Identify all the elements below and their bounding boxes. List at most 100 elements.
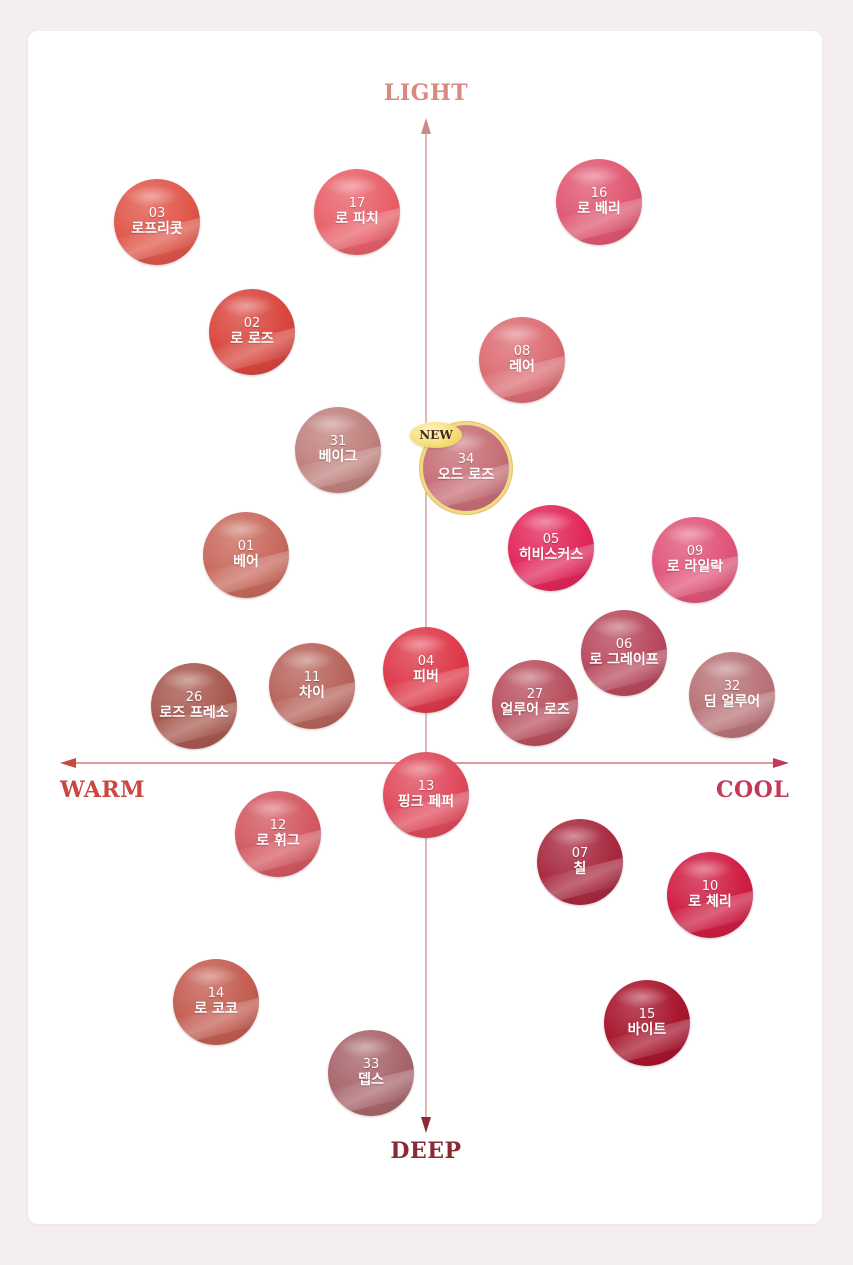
shade-number: 14 [207, 985, 225, 1001]
swatch-text: 26 로즈 프레소 [151, 663, 237, 749]
swatch-text: 04 피버 [383, 627, 469, 713]
arrow-down-icon [421, 1117, 431, 1133]
axis-label-cool: COOL [716, 777, 790, 803]
shade-name: 로프리콧 [131, 221, 183, 238]
shade-name: 로 라일락 [666, 559, 724, 576]
shade-name: 차이 [299, 685, 325, 702]
axis-label-warm: WARM [60, 777, 146, 803]
shade-name: 레어 [509, 359, 535, 376]
shade-swatch-06[interactable]: 06 로 그레이프 [581, 610, 667, 696]
shade-swatch-10[interactable]: 10 로 체리 [667, 852, 753, 938]
shade-swatch-26[interactable]: 26 로즈 프레소 [151, 663, 237, 749]
shade-swatch-31[interactable]: 31 베이그 [295, 407, 381, 493]
new-badge: NEW [410, 422, 462, 448]
swatch-text: 27 얼루어 로즈 [492, 660, 578, 746]
shade-number: 33 [362, 1056, 380, 1072]
shade-swatch-33[interactable]: 33 뎁스 [328, 1030, 414, 1116]
shade-name: 로 그레이프 [589, 652, 659, 669]
shade-name: 로 체리 [688, 894, 732, 911]
shade-swatch-07[interactable]: 07 칠 [537, 819, 623, 905]
shade-swatch-09[interactable]: 09 로 라일락 [652, 517, 738, 603]
shade-number: 31 [329, 433, 347, 449]
shade-swatch-05[interactable]: 05 히비스커스 [508, 505, 594, 591]
shade-number: 04 [417, 653, 435, 669]
swatch-text: 13 핑크 페퍼 [383, 752, 469, 838]
shade-name: 로 피치 [335, 211, 379, 228]
shade-name: 칠 [573, 861, 587, 878]
swatch-text: 03 로프리콧 [114, 179, 200, 265]
shade-number: 16 [590, 185, 608, 201]
shade-name: 로즈 프레소 [159, 705, 229, 722]
shade-swatch-13[interactable]: 13 핑크 페퍼 [383, 752, 469, 838]
swatch-text: 07 칠 [537, 819, 623, 905]
shade-name: 바이트 [627, 1022, 667, 1039]
swatch-text: 09 로 라일락 [652, 517, 738, 603]
shade-number: 01 [237, 538, 255, 554]
swatch-text: 12 로 휘그 [235, 791, 321, 877]
swatch-text: 16 로 베리 [556, 159, 642, 245]
swatch-text: 02 로 로즈 [209, 289, 295, 375]
shade-swatch-03[interactable]: 03 로프리콧 [114, 179, 200, 265]
shade-swatch-11[interactable]: 11 차이 [269, 643, 355, 729]
shade-swatch-01[interactable]: 01 베어 [203, 512, 289, 598]
arrow-up-icon [421, 118, 431, 134]
shade-name: 피버 [413, 669, 439, 686]
shade-name: 베어 [233, 554, 259, 571]
shade-swatch-32[interactable]: 32 딤 얼루어 [689, 652, 775, 738]
shade-number: 07 [571, 845, 589, 861]
shade-name: 오드 로즈 [437, 467, 495, 484]
swatch-text: 08 레어 [479, 317, 565, 403]
swatch-text: 17 로 피치 [314, 169, 400, 255]
shade-name: 히비스커스 [518, 547, 584, 564]
shade-name: 로 로즈 [230, 331, 274, 348]
shade-swatch-27[interactable]: 27 얼루어 로즈 [492, 660, 578, 746]
swatch-text: 34 오드 로즈 [423, 425, 509, 511]
swatch-text: 14 로 코코 [173, 959, 259, 1045]
shade-number: 03 [148, 205, 166, 221]
shade-number: 15 [638, 1006, 656, 1022]
shade-name: 핑크 페퍼 [397, 794, 455, 811]
shade-name: 얼루어 로즈 [500, 702, 570, 719]
arrow-right-icon [773, 758, 789, 768]
shade-number: 27 [526, 686, 544, 702]
shade-name: 뎁스 [358, 1072, 384, 1089]
shade-swatch-02[interactable]: 02 로 로즈 [209, 289, 295, 375]
swatch-text: 15 바이트 [604, 980, 690, 1066]
shade-number: 10 [701, 878, 719, 894]
swatch-text: 05 히비스커스 [508, 505, 594, 591]
shade-name: 딤 얼루어 [703, 694, 761, 711]
shade-number: 02 [243, 315, 261, 331]
shade-number: 26 [185, 689, 203, 705]
shade-number: 05 [542, 531, 560, 547]
shade-number: 06 [615, 636, 633, 652]
swatch-text: 06 로 그레이프 [581, 610, 667, 696]
swatch-text: 32 딤 얼루어 [689, 652, 775, 738]
shade-number: 32 [723, 678, 741, 694]
shade-name: 로 휘그 [256, 833, 300, 850]
shade-number: 13 [417, 778, 435, 794]
shade-number: 34 [457, 451, 475, 467]
shade-name: 로 코코 [194, 1001, 238, 1018]
shade-swatch-17[interactable]: 17 로 피치 [314, 169, 400, 255]
axis-label-light: LIGHT [383, 80, 469, 106]
swatch-text: 31 베이그 [295, 407, 381, 493]
shade-number: 08 [513, 343, 531, 359]
swatch-text: 33 뎁스 [328, 1030, 414, 1116]
shade-swatch-15[interactable]: 15 바이트 [604, 980, 690, 1066]
shade-name: 로 베리 [577, 201, 621, 218]
shade-number: 11 [303, 669, 321, 685]
shade-swatch-14[interactable]: 14 로 코코 [173, 959, 259, 1045]
shade-number: 09 [686, 543, 704, 559]
swatch-text: 11 차이 [269, 643, 355, 729]
shade-swatch-04[interactable]: 04 피버 [383, 627, 469, 713]
shade-swatch-08[interactable]: 08 레어 [479, 317, 565, 403]
shade-swatch-16[interactable]: 16 로 베리 [556, 159, 642, 245]
swatch-text: 10 로 체리 [667, 852, 753, 938]
swatch-text: 01 베어 [203, 512, 289, 598]
shade-number: 17 [348, 195, 366, 211]
shade-name: 베이그 [318, 449, 358, 466]
arrow-left-icon [60, 758, 76, 768]
axis-label-deep: DEEP [390, 1138, 462, 1164]
shade-number: 12 [269, 817, 287, 833]
shade-swatch-12[interactable]: 12 로 휘그 [235, 791, 321, 877]
